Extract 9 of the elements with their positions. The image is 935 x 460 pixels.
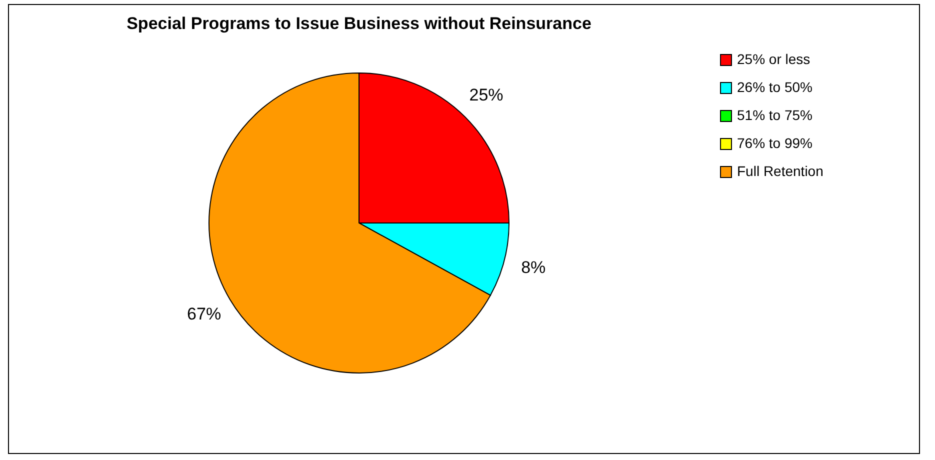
data-label: 67%: [187, 304, 222, 324]
legend-label: 25% or less: [737, 51, 810, 67]
legend-label: 26% to 50%: [737, 79, 812, 95]
data-label: 8%: [521, 258, 546, 277]
legend-label: 51% to 75%: [737, 107, 812, 123]
legend-label: Full Retention: [737, 163, 824, 179]
data-label: 25%: [469, 86, 504, 105]
chart-title: Special Programs to Issue Business without Reinsurance: [126, 14, 592, 33]
legend-label: 76% to 99%: [737, 135, 812, 151]
